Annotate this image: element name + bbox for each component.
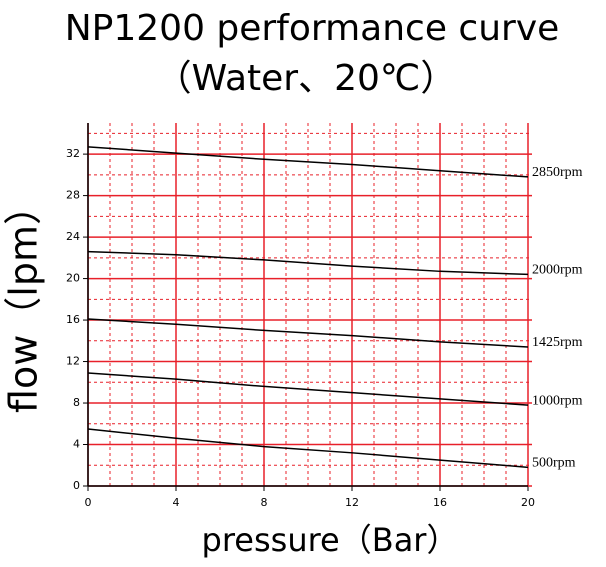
y-tick-label: 24 xyxy=(66,230,80,243)
y-tick-label: 20 xyxy=(66,272,80,285)
series-line xyxy=(87,146,529,178)
series-line xyxy=(87,428,529,469)
x-tick-label: 4 xyxy=(173,496,180,509)
x-axis-label: pressure（Bar） xyxy=(202,521,459,559)
x-tick-label: 8 xyxy=(261,496,268,509)
y-axis-label: flow（lpm） xyxy=(2,187,46,413)
y-tick-label: 0 xyxy=(73,479,80,492)
x-tick-label: 0 xyxy=(85,496,92,509)
series-line xyxy=(87,372,529,406)
x-tick-label: 20 xyxy=(521,496,535,509)
series-line xyxy=(87,250,529,276)
y-tick-label: 16 xyxy=(66,313,80,326)
chart-title: NP1200 performance curve xyxy=(65,8,560,49)
series-label: 500rpm xyxy=(532,456,576,471)
series-label: 1000rpm xyxy=(532,393,583,408)
y-tick-label: 4 xyxy=(73,438,80,451)
x-tick-label: 12 xyxy=(345,496,359,509)
series-label: 2850rpm xyxy=(532,165,583,180)
y-tick-label: 8 xyxy=(73,396,80,409)
series-label: 1425rpm xyxy=(532,335,583,350)
y-tick-label: 32 xyxy=(66,147,80,160)
x-tick-label: 16 xyxy=(433,496,447,509)
y-tick-label: 28 xyxy=(66,189,80,202)
chart-subtitle: （Water、20℃） xyxy=(156,58,457,99)
y-tick-label: 12 xyxy=(66,355,80,368)
series-label: 2000rpm xyxy=(532,263,583,278)
series-line xyxy=(87,318,529,348)
